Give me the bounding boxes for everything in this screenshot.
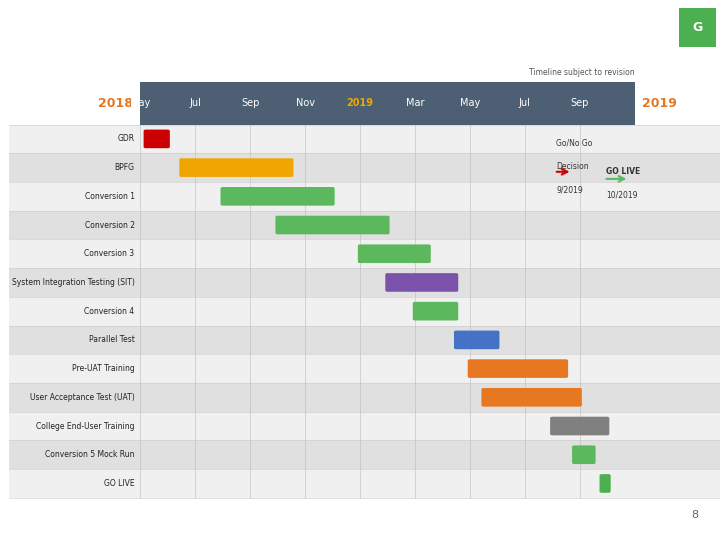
Bar bbox=[679, 8, 716, 48]
Text: Timeline subject to revision: Timeline subject to revision bbox=[529, 68, 634, 77]
FancyBboxPatch shape bbox=[468, 359, 568, 378]
FancyBboxPatch shape bbox=[413, 302, 458, 320]
Bar bbox=[9, 469, 720, 498]
Text: Decision: Decision bbox=[556, 163, 589, 171]
Text: 2018: 2018 bbox=[98, 97, 133, 110]
Text: Nov: Nov bbox=[295, 98, 315, 109]
FancyBboxPatch shape bbox=[454, 330, 500, 349]
Bar bbox=[9, 153, 720, 182]
FancyBboxPatch shape bbox=[358, 245, 431, 263]
Bar bbox=[9, 268, 720, 297]
Bar bbox=[9, 383, 720, 411]
FancyBboxPatch shape bbox=[572, 446, 595, 464]
Text: 9/2019: 9/2019 bbox=[556, 186, 582, 195]
Text: GO LIVE: GO LIVE bbox=[606, 167, 640, 176]
Bar bbox=[9, 211, 720, 239]
Text: 8: 8 bbox=[691, 510, 698, 520]
Text: College End-User Training: College End-User Training bbox=[36, 422, 135, 430]
Bar bbox=[9, 125, 720, 153]
Text: Sep: Sep bbox=[570, 98, 589, 109]
Text: Parallel Test: Parallel Test bbox=[89, 335, 135, 345]
Text: GO LIVE: GO LIVE bbox=[104, 479, 135, 488]
FancyBboxPatch shape bbox=[385, 273, 458, 292]
Text: Conversion 4: Conversion 4 bbox=[84, 307, 135, 316]
Text: May: May bbox=[130, 98, 150, 109]
Text: Sep: Sep bbox=[241, 98, 259, 109]
Text: G: G bbox=[692, 21, 703, 34]
Text: Deployment Group 2 Timeline (High Level Phases): Deployment Group 2 Timeline (High Level … bbox=[99, 20, 530, 35]
Bar bbox=[9, 182, 720, 211]
Text: System Integration Testing (SIT): System Integration Testing (SIT) bbox=[12, 278, 135, 287]
FancyBboxPatch shape bbox=[550, 417, 609, 435]
Bar bbox=[140, 82, 634, 125]
FancyBboxPatch shape bbox=[482, 388, 582, 407]
Bar bbox=[9, 297, 720, 326]
Text: BPFG: BPFG bbox=[114, 163, 135, 172]
Text: Conversion 2: Conversion 2 bbox=[84, 220, 135, 230]
Text: Conversion 1: Conversion 1 bbox=[84, 192, 135, 201]
Text: Conversion 5 Mock Run: Conversion 5 Mock Run bbox=[45, 450, 135, 459]
Text: Jul: Jul bbox=[519, 98, 531, 109]
Bar bbox=[9, 411, 720, 441]
FancyBboxPatch shape bbox=[220, 187, 335, 206]
Bar bbox=[9, 441, 720, 469]
Text: Pre-UAT Training: Pre-UAT Training bbox=[72, 364, 135, 373]
Text: Jul: Jul bbox=[189, 98, 201, 109]
Text: Conversion 3: Conversion 3 bbox=[84, 249, 135, 258]
Text: 10/2019: 10/2019 bbox=[606, 191, 637, 200]
Text: GDR: GDR bbox=[117, 134, 135, 144]
Text: User Acceptance Test (UAT): User Acceptance Test (UAT) bbox=[30, 393, 135, 402]
Text: 2019: 2019 bbox=[642, 97, 677, 110]
Bar bbox=[9, 326, 720, 354]
Text: Go/No Go: Go/No Go bbox=[556, 139, 593, 148]
Bar bbox=[642, 8, 679, 48]
Text: May: May bbox=[459, 98, 480, 109]
FancyBboxPatch shape bbox=[276, 215, 390, 234]
Bar bbox=[9, 354, 720, 383]
FancyBboxPatch shape bbox=[179, 158, 294, 177]
Bar bbox=[9, 239, 720, 268]
Text: 2019: 2019 bbox=[346, 98, 374, 109]
Text: Mar: Mar bbox=[405, 98, 424, 109]
FancyBboxPatch shape bbox=[143, 130, 170, 148]
FancyBboxPatch shape bbox=[600, 474, 611, 493]
